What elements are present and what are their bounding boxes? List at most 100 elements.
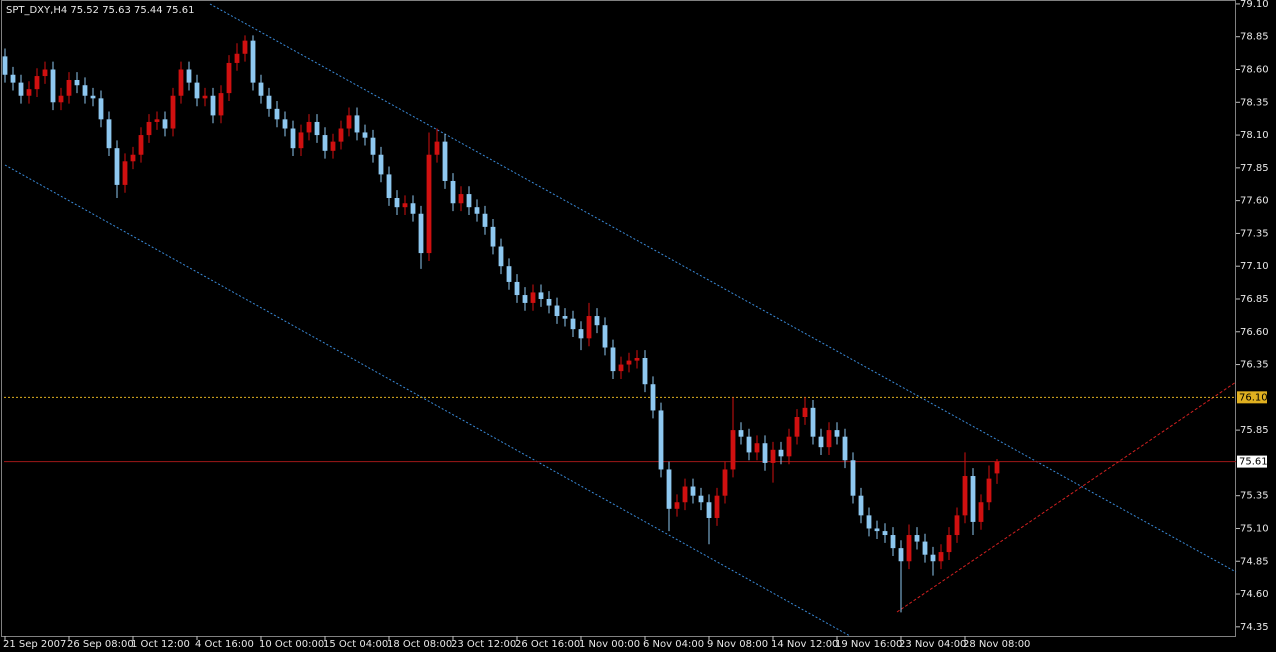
- candle-body: [786, 436, 792, 457]
- y-tick-label: 74.35: [1240, 622, 1269, 633]
- candle-body: [666, 469, 672, 509]
- candle-body: [530, 292, 536, 303]
- candle-body: [754, 443, 760, 453]
- candle-body: [570, 318, 576, 330]
- candle-body: [66, 79, 72, 96]
- x-tick-label: 23 Nov 04:00: [899, 639, 966, 650]
- y-tick-label: 77.60: [1240, 196, 1269, 207]
- candle-body: [818, 436, 824, 448]
- candle-body: [106, 119, 112, 149]
- y-tick-label: 74.85: [1240, 556, 1269, 567]
- candle-body: [242, 40, 248, 54]
- candle-body: [434, 141, 440, 155]
- candle-body: [386, 174, 392, 199]
- x-tick-label: 1 Oct 12:00: [131, 639, 190, 650]
- x-tick-label: 4 Oct 16:00: [195, 639, 254, 650]
- x-tick-label: 19 Nov 16:00: [835, 639, 902, 650]
- candle-body: [138, 135, 144, 155]
- plot-frame: [1, 0, 1236, 637]
- candle-body: [930, 554, 936, 562]
- candle-body: [450, 180, 456, 204]
- candle-body: [778, 449, 784, 457]
- candle-body: [282, 119, 288, 129]
- candle-body: [146, 121, 152, 136]
- candle-body: [586, 316, 592, 339]
- y-tick-label: 76.35: [1240, 360, 1269, 371]
- candle-body: [186, 69, 192, 83]
- candles: [2, 35, 1000, 613]
- candle-body: [362, 132, 368, 138]
- candle-body: [74, 79, 80, 86]
- candle-body: [722, 469, 728, 496]
- candle-body: [90, 95, 96, 99]
- candle-body: [338, 128, 344, 142]
- candle-body: [882, 531, 888, 536]
- candle-body: [394, 198, 400, 208]
- candle-body: [642, 357, 648, 385]
- candle-body: [610, 347, 616, 372]
- candle-body: [194, 82, 200, 99]
- x-tick-label: 28 Nov 08:00: [963, 639, 1030, 650]
- candle-body: [826, 430, 832, 448]
- candle-body: [898, 548, 904, 562]
- y-tick-label: 77.35: [1240, 228, 1269, 239]
- x-tick-label: 14 Nov 12:00: [771, 639, 838, 650]
- channel-upper: [209, 3, 1237, 573]
- candle-body: [802, 407, 808, 418]
- candle-body: [906, 535, 912, 562]
- candle-body: [130, 154, 136, 162]
- candle-body: [290, 128, 296, 149]
- y-tick-label: 77.10: [1240, 261, 1269, 272]
- candle-body: [890, 535, 896, 549]
- candle-body: [258, 82, 264, 96]
- candle-body: [618, 364, 624, 372]
- candle-body: [42, 69, 48, 77]
- candle-body: [650, 384, 656, 411]
- candle-body: [514, 281, 520, 296]
- candle-body: [122, 161, 128, 185]
- candle-body: [850, 460, 856, 496]
- candle-body: [306, 121, 312, 133]
- x-tick-label: 10 Oct 00:00: [259, 639, 324, 650]
- x-tick-label: 26 Sep 08:00: [67, 639, 134, 650]
- candle-body: [578, 329, 584, 339]
- candle-body: [234, 53, 240, 63]
- candle-body: [602, 325, 608, 348]
- candle-body: [674, 502, 680, 509]
- candle-body: [546, 298, 552, 306]
- x-tick-label: 26 Oct 16:00: [515, 639, 580, 650]
- candle-body: [58, 95, 64, 103]
- candle-body: [266, 95, 272, 109]
- candle-body: [634, 357, 640, 361]
- candle-body: [554, 305, 560, 317]
- trend-line: [896, 381, 1237, 613]
- level-box: [1237, 391, 1267, 404]
- candle-body: [26, 89, 32, 96]
- candle-body: [114, 148, 120, 185]
- level-label: 76.10: [1239, 392, 1268, 403]
- candle-body: [154, 119, 160, 122]
- candle-body: [682, 486, 688, 503]
- candle-body: [562, 316, 568, 319]
- candle-body: [914, 535, 920, 542]
- y-tick-label: 78.35: [1240, 97, 1269, 108]
- candle-body: [658, 410, 664, 470]
- candle-body: [498, 246, 504, 267]
- candle-body: [98, 98, 104, 120]
- candle-body: [474, 207, 480, 214]
- candle-body: [522, 295, 528, 303]
- candle-body: [858, 495, 864, 516]
- candle-body: [178, 69, 184, 96]
- candle-body: [922, 541, 928, 555]
- x-tick-label: 21 Sep 2007: [3, 639, 66, 650]
- candle-body: [482, 213, 488, 227]
- candle-body: [170, 95, 176, 129]
- candle-body: [250, 40, 256, 83]
- candle-body: [994, 461, 1000, 474]
- candle-body: [866, 515, 872, 529]
- candle-body: [410, 203, 416, 214]
- candle-body: [842, 436, 848, 461]
- level-box: [1237, 455, 1267, 468]
